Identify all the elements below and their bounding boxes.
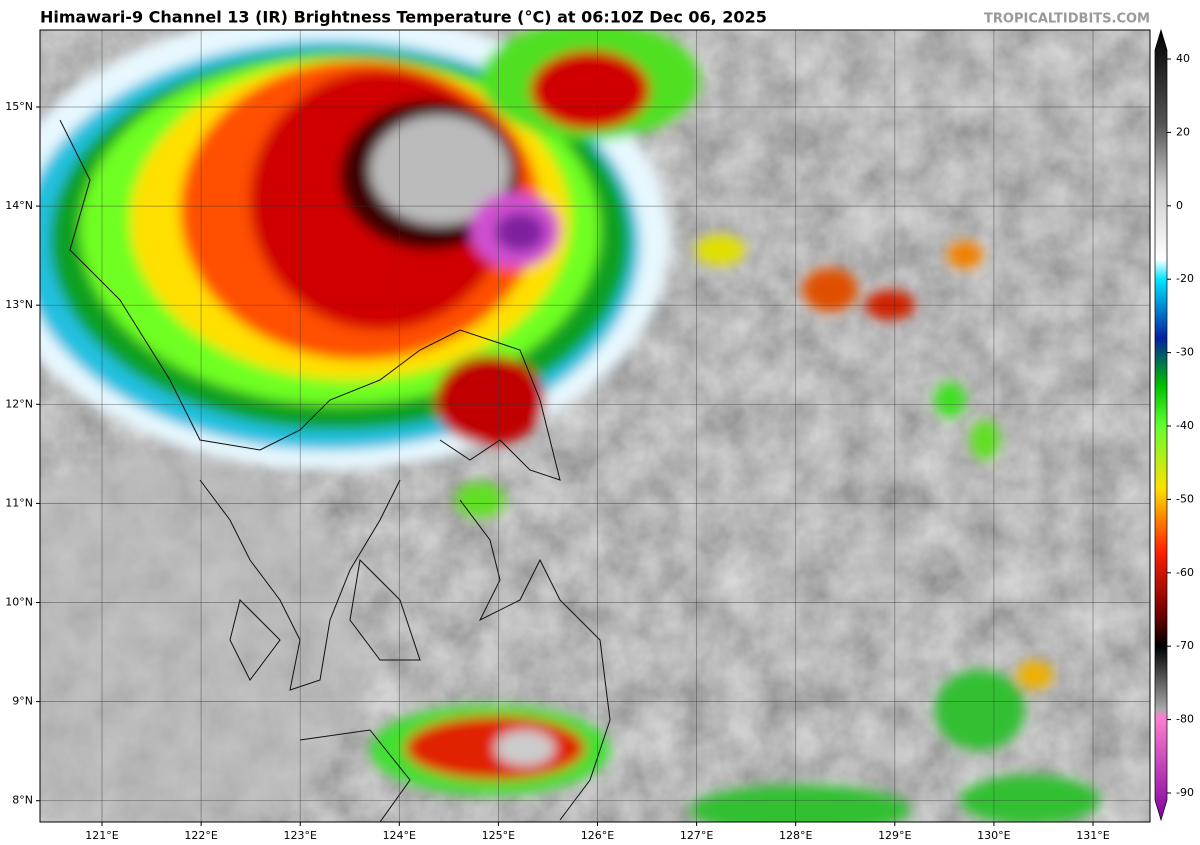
colorbar-tick-label: -30 [1176,346,1194,359]
colorbar-tick-label: 0 [1176,199,1183,212]
colorbar-tick-label: -90 [1176,786,1194,799]
colorbar [1154,28,1168,822]
lon-label: 127°E [680,829,713,842]
colorbar-tick-label: -70 [1176,639,1194,652]
lon-label: 121°E [85,829,118,842]
lon-label: 126°E [581,829,614,842]
lat-label: 13°N [5,298,33,311]
colorbar-tick-label: -80 [1176,713,1194,726]
map-frame [39,29,1151,823]
colorbar-tick-label: 20 [1176,125,1190,138]
lon-label: 130°E [977,829,1010,842]
colorbar-tick-label: -50 [1176,492,1194,505]
lon-label: 124°E [383,829,416,842]
lon-label: 131°E [1076,829,1109,842]
colorbar-tick-label: 40 [1176,52,1190,65]
lat-label: 14°N [5,199,33,212]
lon-label: 128°E [779,829,812,842]
title: Himawari-9 Channel 13 (IR) Brightness Te… [40,8,767,27]
lat-label: 9°N [12,695,33,708]
lat-label: 10°N [5,596,33,609]
colorbar-tick-label: -20 [1176,272,1194,285]
lon-label: 122°E [184,829,217,842]
coastlines [59,119,611,822]
lat-label: 11°N [5,496,33,509]
lat-label: 8°N [12,794,33,807]
lat-label: 15°N [5,100,33,113]
colorbar-tick-label: -40 [1176,419,1194,432]
satellite-image [40,30,1150,822]
colorbar-tick-label: -60 [1176,566,1194,579]
lon-label: 123°E [283,829,316,842]
lon-label: 129°E [878,829,911,842]
lon-label: 125°E [482,829,515,842]
lat-label: 12°N [5,397,33,410]
credit: TROPICALTIDBITS.COM [984,12,1150,27]
